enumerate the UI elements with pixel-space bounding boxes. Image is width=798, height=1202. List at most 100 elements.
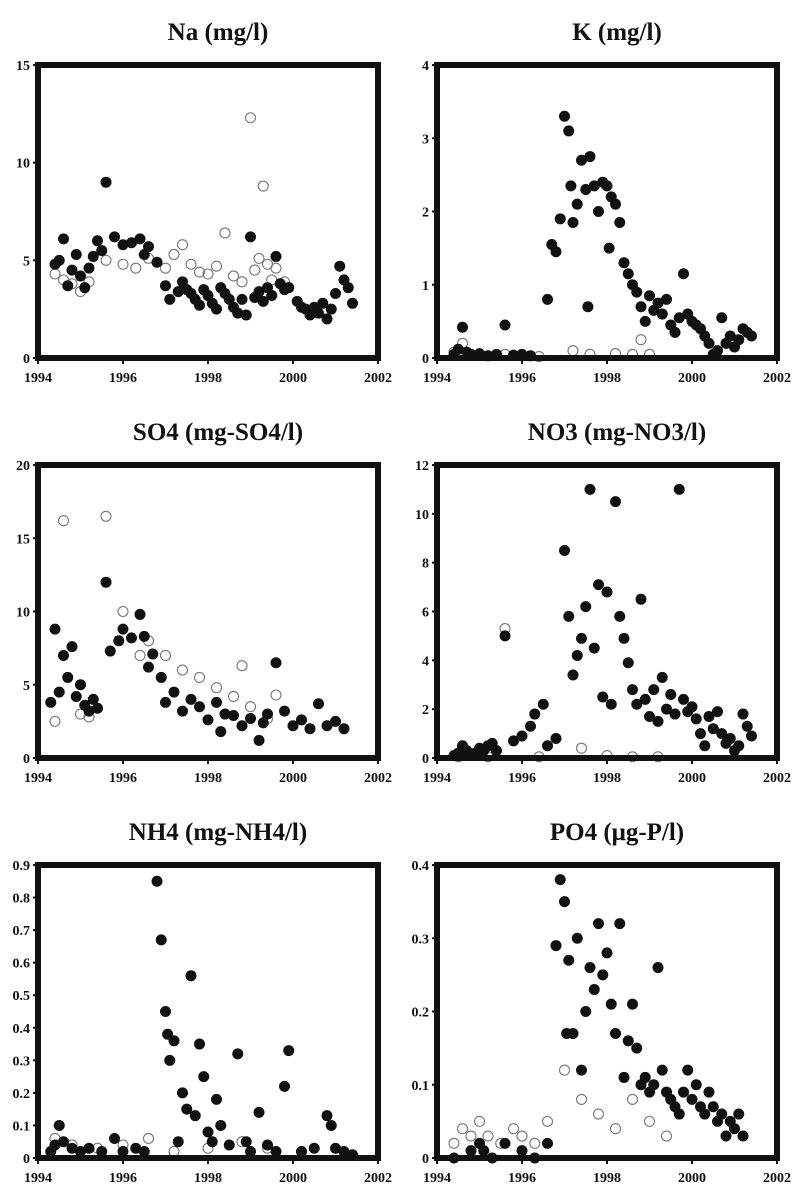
data-point-open	[635, 334, 647, 346]
chart-svg: K (mg/l) 0 1 2 3 4 1994 1996 1998 2000 2002	[422, 19, 791, 386]
data-point-filled	[707, 1101, 719, 1113]
data-point-filled	[571, 198, 583, 210]
data-point-filled	[703, 1086, 715, 1098]
y-tick-label: 2	[422, 703, 429, 718]
data-point-filled	[168, 686, 180, 698]
data-point-filled	[296, 714, 307, 726]
x-tick-label: 1994	[423, 771, 451, 786]
data-point-filled	[686, 701, 698, 713]
data-point-open	[448, 1137, 460, 1149]
data-point-filled	[330, 1142, 341, 1154]
data-point-open	[270, 262, 282, 274]
data-point-filled	[499, 319, 511, 331]
data-point-filled	[181, 1103, 193, 1115]
data-point-filled	[321, 1110, 333, 1122]
data-point-filled	[308, 1142, 320, 1154]
data-point-filled	[580, 1006, 592, 1017]
data-point-filled	[160, 696, 171, 708]
data-point-filled	[62, 280, 74, 292]
data-point-filled	[639, 693, 651, 705]
data-point-filled	[296, 1145, 307, 1157]
data-point-filled	[720, 1130, 732, 1142]
data-point-filled	[270, 250, 282, 262]
data-point-filled	[313, 698, 324, 710]
data-point-filled	[168, 1035, 180, 1047]
data-point-filled	[644, 290, 655, 302]
data-point-filled	[143, 241, 154, 253]
data-point-filled	[559, 896, 570, 908]
x-tick-label: 1994	[423, 1171, 451, 1186]
data-point-open	[210, 260, 223, 272]
x-tick-label: 2002	[763, 371, 791, 386]
data-point-filled	[206, 1136, 218, 1148]
data-point-filled	[652, 297, 664, 309]
data-point-filled	[582, 301, 594, 313]
plot-frame	[35, 462, 381, 761]
y-tick-label: 0.8	[13, 892, 31, 907]
data-point-filled	[631, 1042, 643, 1054]
data-point-filled	[601, 180, 613, 192]
data-point-filled	[79, 282, 91, 294]
data-point-filled	[49, 1139, 61, 1151]
data-point-open	[249, 264, 261, 276]
data-point-filled	[746, 730, 757, 742]
data-point-open	[236, 276, 248, 288]
data-point-filled	[330, 288, 341, 300]
data-point-filled	[559, 110, 570, 122]
data-point-filled	[635, 301, 647, 313]
data-point-filled	[45, 696, 57, 708]
x-tick-label: 2002	[364, 371, 392, 386]
data-point-open	[210, 682, 223, 694]
data-point-filled	[565, 180, 577, 192]
x-tick-label: 1996	[109, 771, 137, 786]
y-tick-label: 0	[422, 352, 429, 367]
chart-panel-k: K (mg/l) 0 1 2 3 4 1994 1996 1998 2000 2002	[399, 0, 798, 400]
data-point-open	[176, 664, 189, 676]
data-point-filled	[571, 932, 583, 944]
data-point-filled	[283, 1045, 295, 1057]
data-point-filled	[712, 345, 723, 357]
data-point-filled	[126, 632, 137, 644]
chart-panel-na: Na (mg/l) 0 5 10 15 1994 1996 1998 2000 2002	[0, 0, 399, 400]
data-point-filled	[550, 732, 562, 744]
data-point-filled	[164, 1054, 176, 1066]
y-tick-label: 0	[422, 1152, 429, 1167]
y-tick-label: 10	[415, 508, 429, 523]
data-point-filled	[172, 286, 184, 298]
x-tick-label: 1994	[423, 371, 451, 386]
data-point-open	[529, 1137, 541, 1149]
data-point-filled	[321, 720, 333, 732]
data-point-filled	[733, 334, 745, 346]
y-tick-label: 6	[422, 606, 429, 621]
data-point-filled	[177, 705, 188, 717]
chart-svg: Na (mg/l) 0 5 10 15 1994 1996 1998 2000 2002	[16, 19, 392, 386]
data-point-filled	[138, 1145, 150, 1157]
data-point-filled	[603, 242, 615, 254]
data-point-filled	[452, 343, 464, 355]
data-point-filled	[198, 1071, 210, 1083]
x-tick-label: 1996	[508, 371, 536, 386]
data-point-filled	[669, 708, 681, 720]
data-point-filled	[550, 940, 562, 952]
data-point-filled	[270, 657, 282, 669]
y-tick-label: 0.1	[13, 1119, 31, 1134]
data-point-filled	[232, 307, 244, 319]
data-point-filled	[622, 1035, 634, 1047]
data-point-filled	[202, 1126, 214, 1138]
data-point-filled	[240, 1136, 252, 1148]
data-point-filled	[53, 254, 65, 266]
y-tick-label: 20	[16, 459, 30, 474]
y-tick-label: 0.3	[412, 932, 430, 947]
data-point-open	[244, 112, 257, 124]
chart-svg: SO4 (mg-SO4/l) 0 5 10 15 20 1994 1996 1998 2000 20…	[16, 419, 392, 786]
data-point-open	[253, 252, 265, 264]
data-point-filled	[465, 1145, 477, 1157]
y-tick-label: 10	[16, 157, 30, 172]
data-point-filled	[461, 745, 473, 757]
data-point-filled	[588, 180, 600, 192]
y-tick-label: 10	[16, 606, 30, 621]
x-tick-label: 1996	[508, 771, 536, 786]
data-point-filled	[253, 734, 265, 746]
y-tick-label: 12	[415, 459, 429, 474]
data-point-filled	[542, 1137, 553, 1149]
